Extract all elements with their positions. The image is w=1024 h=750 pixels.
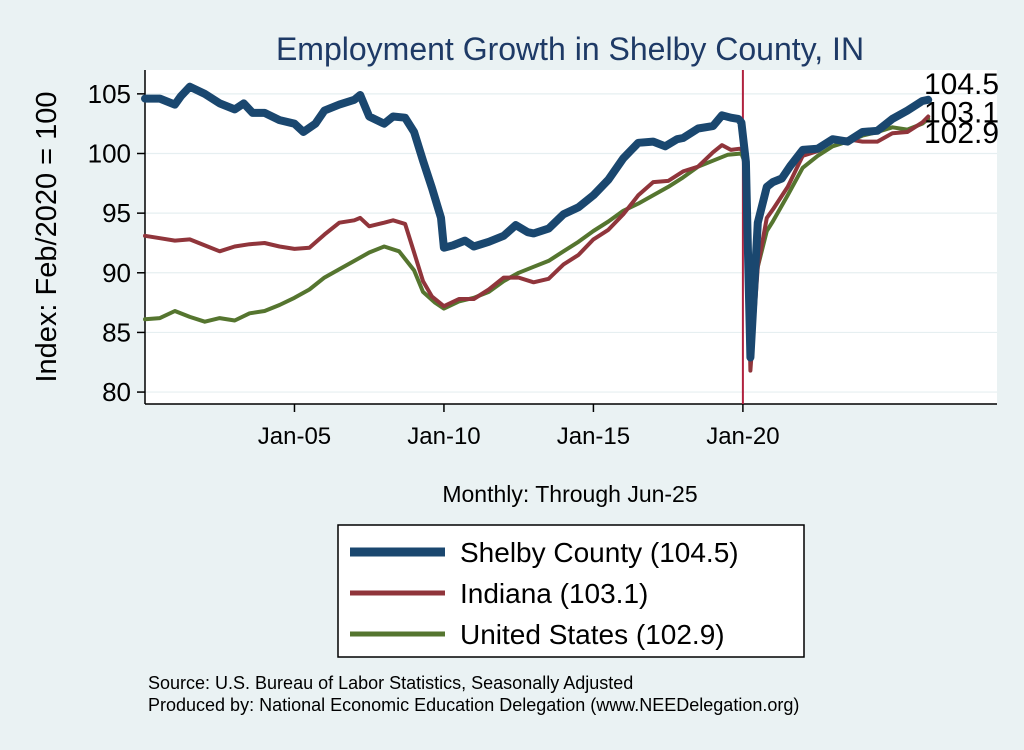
x-tick-label: Jan-20 (706, 423, 779, 450)
y-tick-label: 105 (88, 79, 131, 109)
y-axis-label: Index: Feb/2020 = 100 (31, 91, 63, 382)
chart-title: Employment Growth in Shelby County, IN (276, 31, 864, 67)
x-axis-label: Monthly: Through Jun-25 (442, 481, 697, 507)
legend: Shelby County (104.5) Indiana (103.1) Unit… (350, 537, 739, 650)
end-label-shelby-county: 104.5 (924, 68, 999, 101)
y-tick-label: 90 (102, 258, 131, 288)
legend-label-indiana: Indiana (103.1) (460, 578, 648, 609)
y-tick-label: 95 (102, 198, 131, 228)
end-label-united-states: 102.9 (924, 117, 999, 150)
x-tick-label: Jan-05 (258, 423, 331, 450)
y-tick-label: 100 (88, 139, 131, 169)
legend-label-united-states: United States (102.9) (460, 619, 725, 650)
end-label-indiana: 103.1 (924, 97, 999, 130)
legend-label-shelby-county: Shelby County (104.5) (460, 537, 739, 568)
series-line-shelby-county (141, 82, 933, 362)
x-tick-label: Jan-15 (557, 423, 630, 450)
gridlines (145, 93, 997, 393)
y-tick-label: 85 (102, 317, 131, 347)
series-line-united-states (143, 116, 931, 328)
series-line-indiana (143, 114, 931, 373)
series-lines (141, 82, 933, 373)
source-note: Source: U.S. Bureau of Labor Statistics,… (148, 673, 633, 693)
producer-note: Produced by: National Economic Education… (148, 695, 799, 715)
y-tick-label: 80 (102, 377, 131, 407)
x-tick-label: Jan-10 (407, 423, 480, 450)
